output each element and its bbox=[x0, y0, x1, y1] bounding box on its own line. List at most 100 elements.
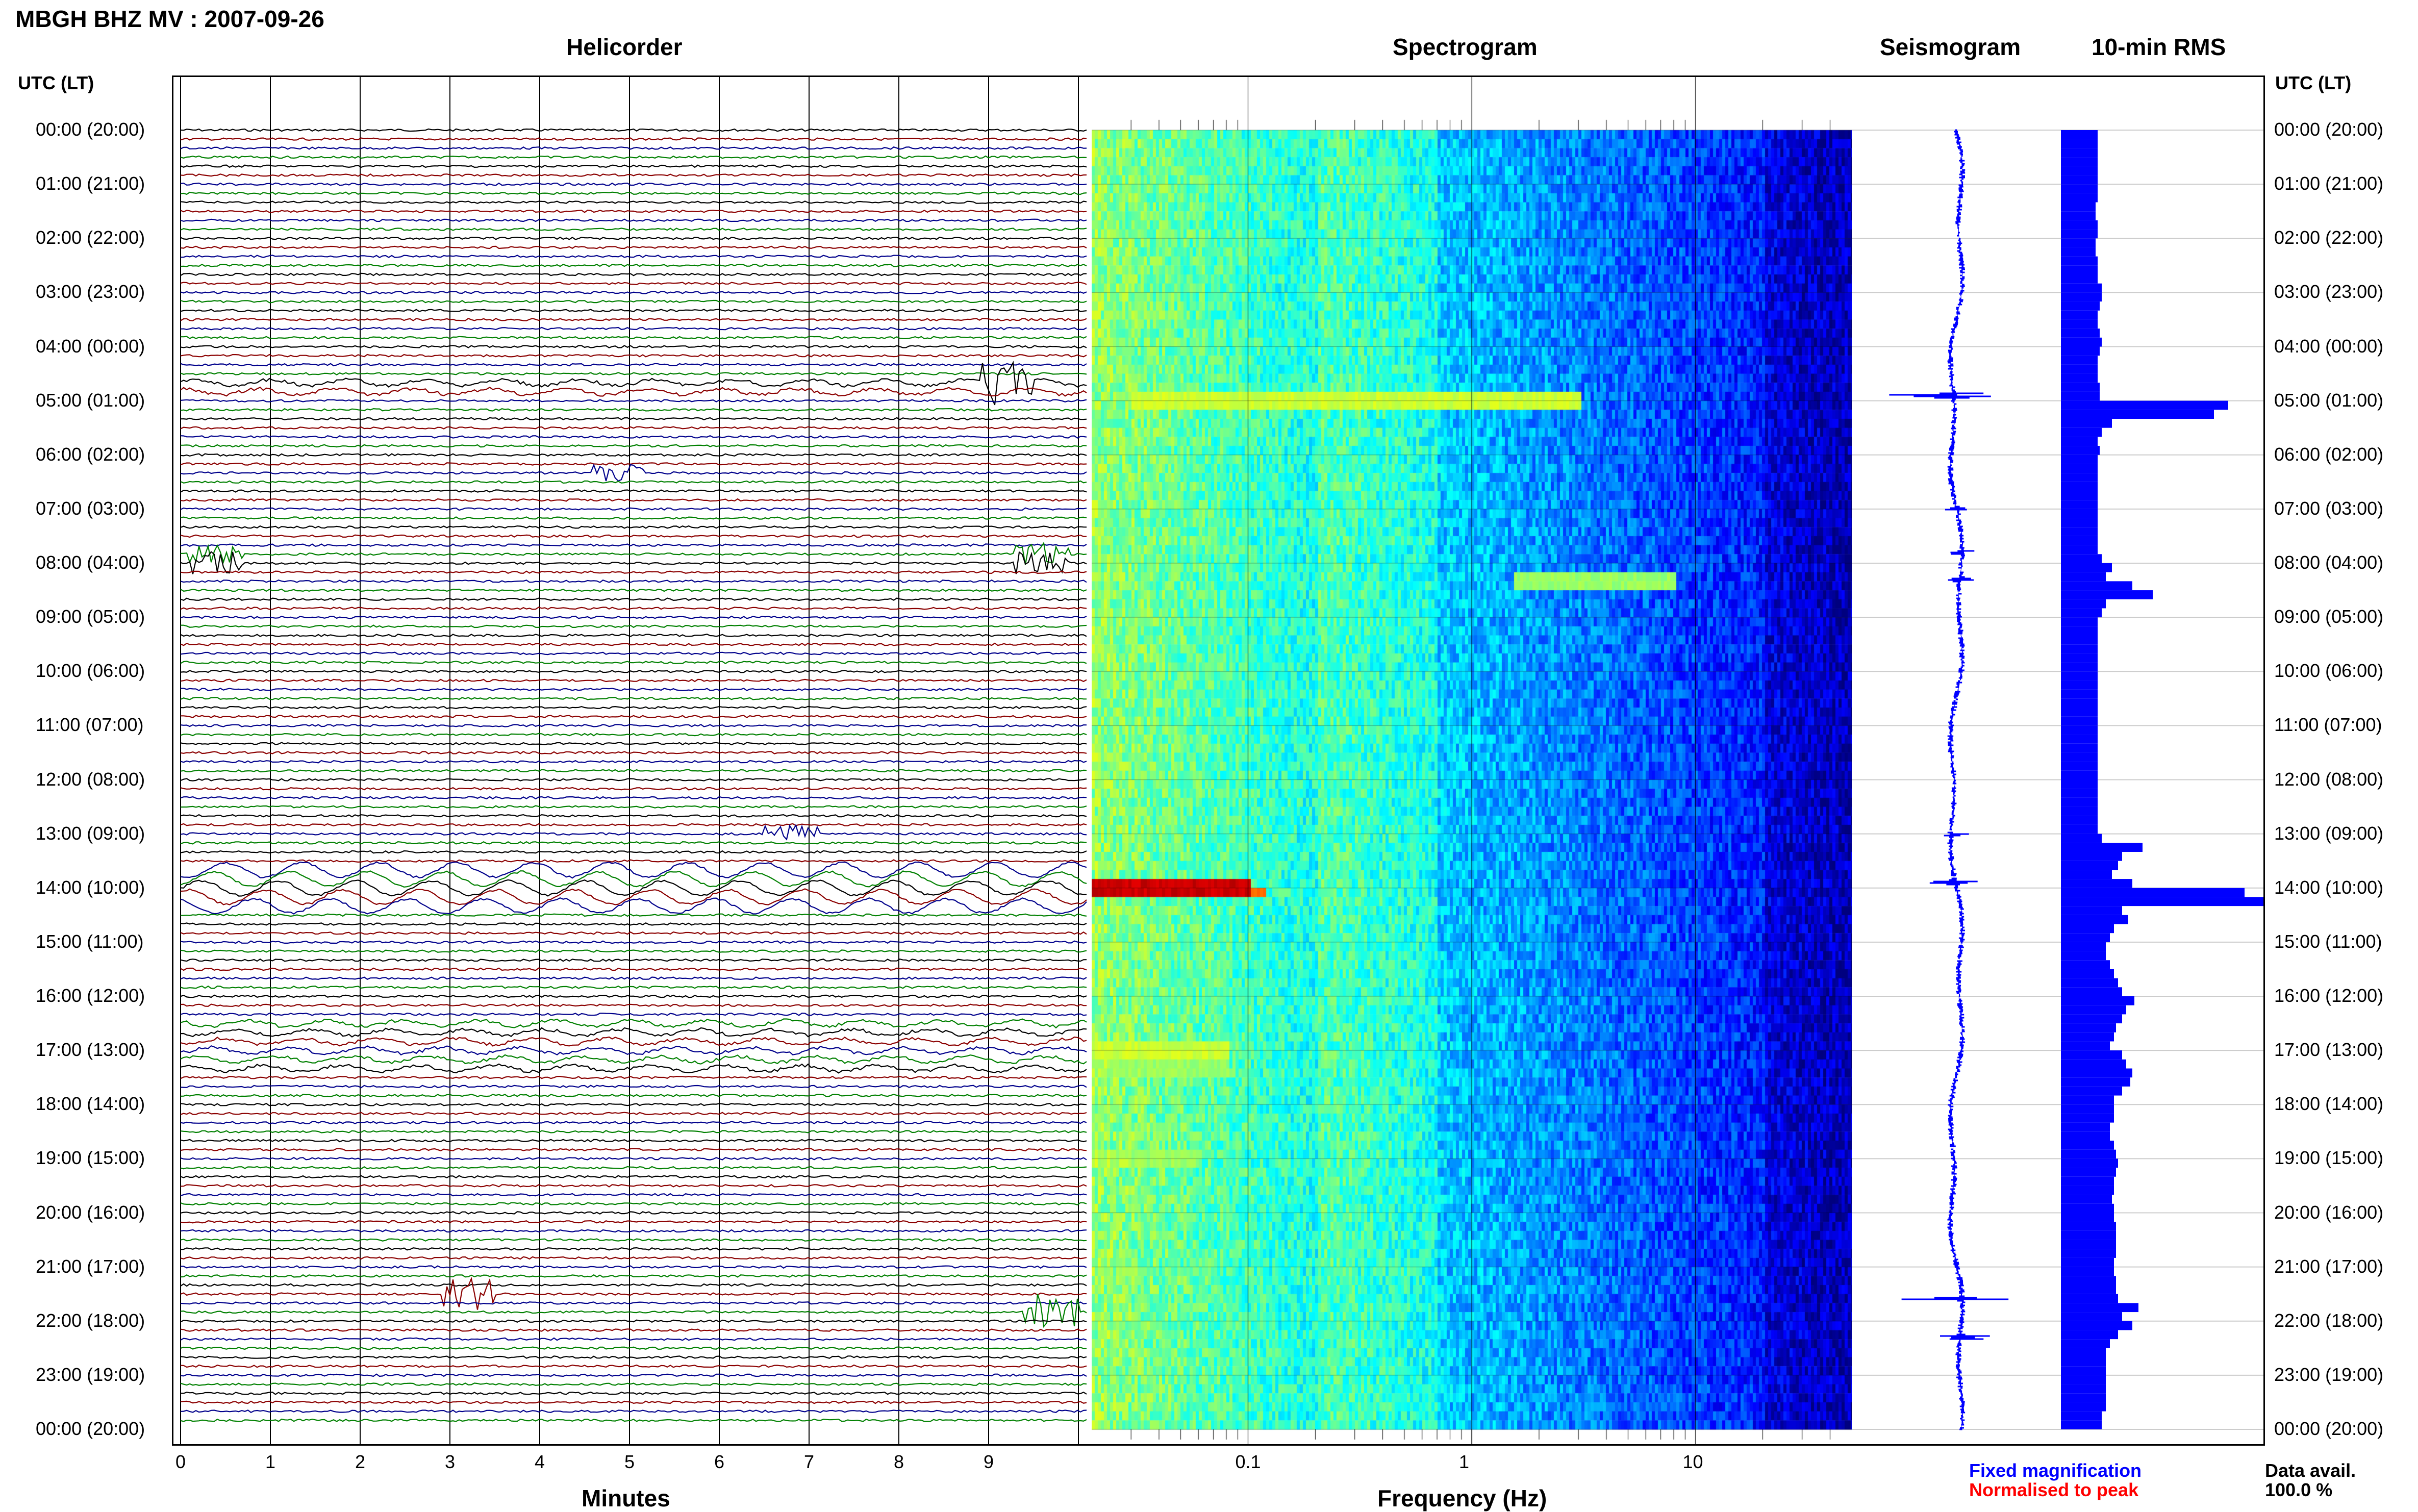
rms-bar bbox=[2061, 1366, 2106, 1375]
helicorder-trace bbox=[180, 985, 1087, 989]
rms-bar bbox=[2061, 1068, 2132, 1078]
rms-bar bbox=[2061, 843, 2143, 852]
rms-bar bbox=[2061, 157, 2098, 166]
helicorder-trace bbox=[180, 1319, 1087, 1323]
helicorder-trace bbox=[180, 1346, 1087, 1350]
time-tick-left-2: 02:00 (22:00) bbox=[36, 227, 145, 248]
rms-bar bbox=[2061, 1023, 2116, 1032]
helicorder-trace bbox=[180, 164, 1087, 168]
time-tick-left-0: 00:00 (20:00) bbox=[36, 119, 145, 140]
rms-bar bbox=[2061, 391, 2100, 401]
helicorder-trace bbox=[180, 290, 1087, 294]
time-tick-left-3: 03:00 (23:00) bbox=[36, 281, 145, 303]
rms-bar bbox=[2061, 933, 2110, 942]
helicorder-trace bbox=[180, 1054, 1087, 1065]
helicorder-trace bbox=[180, 408, 1087, 412]
rms-bar bbox=[2061, 202, 2096, 212]
legend-normalised-to-peak: Normalised to peak bbox=[1969, 1479, 2139, 1500]
minute-tick-2: 2 bbox=[355, 1451, 366, 1472]
minute-tick-0: 0 bbox=[175, 1451, 186, 1472]
minute-tick-9: 9 bbox=[984, 1451, 994, 1472]
time-tick-right-23: 23:00 (19:00) bbox=[2274, 1364, 2384, 1385]
helicorder-trace bbox=[180, 588, 1087, 592]
helicorder-trace bbox=[180, 299, 1087, 304]
helicorder-trace bbox=[180, 218, 1087, 222]
helicorder-trace bbox=[181, 1265, 1087, 1269]
time-tick-right-2: 02:00 (22:00) bbox=[2274, 227, 2384, 248]
helicorder-trace bbox=[180, 1183, 1087, 1188]
rms-bar bbox=[2061, 554, 2102, 563]
rms-bar bbox=[2061, 238, 2096, 247]
helicorder-trace bbox=[180, 1229, 1087, 1233]
helicorder-trace bbox=[180, 282, 1087, 286]
rms-bar bbox=[2061, 1348, 2106, 1357]
rms-bar bbox=[2061, 635, 2098, 645]
rms-bar bbox=[2061, 1014, 2122, 1024]
helicorder-trace bbox=[180, 463, 1087, 482]
spectrogram-header: Spectrogram bbox=[1393, 34, 1538, 60]
rms-bar bbox=[2061, 743, 2098, 753]
helicorder-trace bbox=[180, 128, 1087, 132]
helicorder-trace bbox=[180, 361, 1087, 406]
helicorder-trace bbox=[180, 642, 1087, 646]
data-availability-value: 100.0 % bbox=[2265, 1479, 2333, 1500]
helicorder-trace bbox=[180, 1238, 1087, 1242]
helicorder-trace bbox=[180, 525, 1087, 529]
rms-bar bbox=[2061, 527, 2098, 536]
helicorder-trace bbox=[180, 263, 1087, 267]
helicorder-trace bbox=[180, 661, 1087, 664]
rms-bar bbox=[2061, 419, 2112, 428]
time-tick-right-10: 10:00 (06:00) bbox=[2274, 660, 2384, 682]
rms-bar bbox=[2061, 1186, 2114, 1195]
rms-bar bbox=[2061, 1077, 2130, 1087]
helicorder-trace bbox=[180, 1148, 1087, 1152]
helicorder-trace bbox=[180, 426, 1087, 430]
rms-bar bbox=[2061, 572, 2106, 582]
rms-bar bbox=[2061, 491, 2098, 500]
helicorder-trace bbox=[180, 372, 1087, 376]
time-tick-right-16: 16:00 (12:00) bbox=[2274, 985, 2384, 1006]
rms-bar bbox=[2061, 1257, 2114, 1267]
rms-bar bbox=[2061, 329, 2100, 338]
rms-header: 10-min RMS bbox=[2092, 34, 2226, 60]
rms-bar bbox=[2061, 1402, 2106, 1412]
helicorder-trace bbox=[180, 870, 1087, 888]
rms-bar bbox=[2061, 1176, 2114, 1186]
rms-bar bbox=[2061, 193, 2098, 203]
time-tick-right-12: 12:00 (08:00) bbox=[2274, 768, 2384, 790]
rms-bar bbox=[2061, 364, 2098, 374]
helicorder-panel bbox=[180, 75, 1087, 1446]
rms-bar bbox=[2061, 1050, 2122, 1060]
helicorder-trace bbox=[180, 859, 1087, 863]
helicorder-trace bbox=[180, 386, 1087, 397]
rms-bar bbox=[2061, 292, 2102, 302]
rms-bar bbox=[2061, 861, 2118, 870]
time-tick-left-6: 06:00 (02:00) bbox=[36, 443, 145, 465]
helicorder-trace bbox=[180, 1328, 1087, 1332]
rms-bar bbox=[2061, 1240, 2116, 1249]
rms-bar bbox=[2061, 608, 2102, 618]
time-tick-right-4: 04:00 (00:00) bbox=[2274, 335, 2384, 357]
time-tick-left-9: 09:00 (05:00) bbox=[36, 606, 145, 627]
time-tick-left-17: 17:00 (13:00) bbox=[36, 1039, 145, 1061]
rms-bar bbox=[2061, 1195, 2112, 1204]
helicorder-trace bbox=[180, 1364, 1087, 1368]
helicorder-trace bbox=[180, 326, 1087, 331]
minutes-axis-label: Minutes bbox=[582, 1485, 670, 1511]
time-tick-right-6: 06:00 (02:00) bbox=[2274, 443, 2384, 465]
minute-tick-3: 3 bbox=[445, 1451, 456, 1472]
rms-bar bbox=[2061, 437, 2098, 446]
rms-bar bbox=[2061, 762, 2098, 771]
time-tick-left-24: 00:00 (20:00) bbox=[36, 1418, 145, 1439]
helicorder-trace bbox=[180, 624, 1087, 628]
helicorder-trace bbox=[180, 345, 1087, 348]
rms-bar bbox=[2061, 536, 2098, 545]
helicorder-trace bbox=[180, 1256, 1087, 1260]
helicorder-trace bbox=[180, 1400, 1087, 1404]
helicorder-trace bbox=[180, 805, 1087, 809]
plot-title: MBGH BHZ MV : 2007-09-26 bbox=[15, 6, 324, 32]
rms-bar bbox=[2061, 373, 2098, 383]
rms-bar bbox=[2061, 698, 2098, 708]
rms-bar bbox=[2061, 518, 2098, 527]
helicorder-trace bbox=[180, 1211, 1087, 1215]
